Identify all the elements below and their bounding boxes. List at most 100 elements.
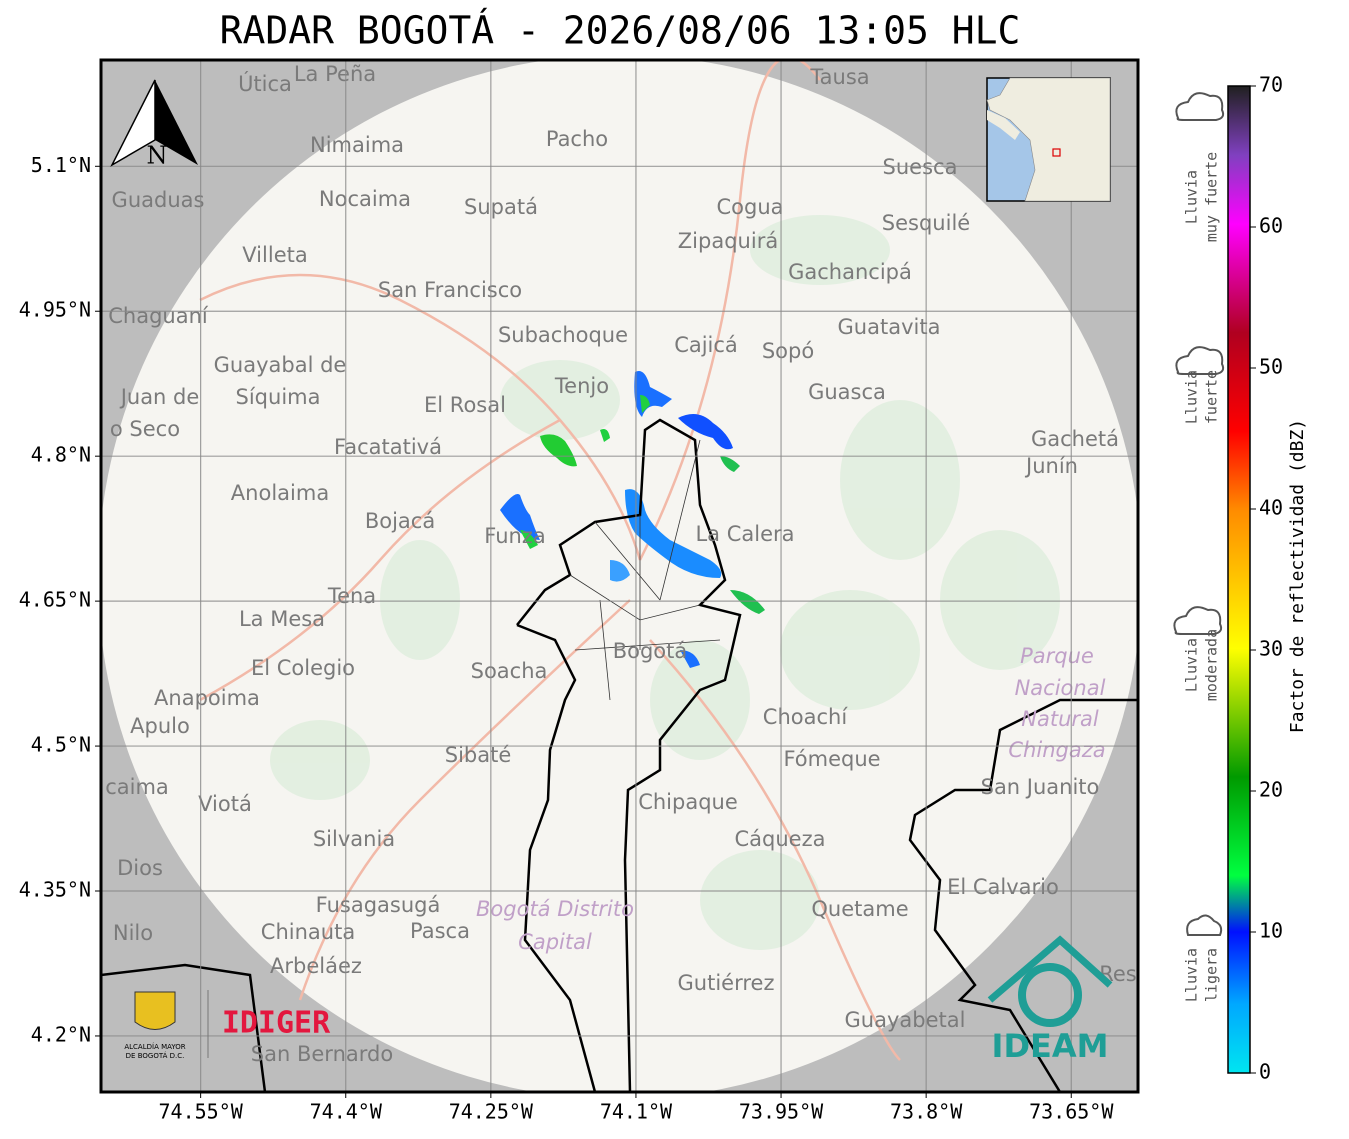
place-label: Silvania [313,827,395,851]
place-label: Choachí [763,705,849,729]
place-label: Facatativá [334,435,442,459]
colorbar-tick-label: 40 [1259,496,1283,520]
x-tick-label: 73.8°W [890,1100,963,1124]
place-label: Subachoque [498,323,628,347]
radar-echoes [500,371,765,668]
place-label: La Peña [294,62,376,86]
place-label: Viotá [198,792,252,816]
idiger-logo: IDIGER [222,1006,331,1041]
place-label: Zipaquirá [678,229,778,253]
place-label: Quetame [811,897,908,921]
place-label: Suesca [883,155,958,179]
ideam-logo: IDEAM [992,1027,1109,1065]
place-label: Villeta [242,243,307,267]
x-tick-label: 73.95°W [739,1100,824,1124]
place-label: La Mesa [239,607,325,631]
place-label: Bogotá [613,639,688,663]
place-label: La Calera [695,522,794,546]
place-label: El Rosal [424,393,506,417]
place-label: Fómeque [783,747,880,771]
place-label: Tena [327,584,376,608]
place-label: Dios [117,856,163,880]
place-label: Bojacá [365,509,435,533]
legend-label: ligera [1203,948,1221,1002]
place-label: Gachetá [1031,427,1119,451]
y-tick-label: 4.8°N [31,443,91,467]
place-label: Guaduas [112,188,205,212]
y-tick-label: 4.35°N [19,878,91,902]
place-label: El Colegio [251,656,355,680]
place-label: Nimaima [310,133,404,157]
place-label: Arbeláez [270,954,362,978]
place-label: El Calvario [947,875,1059,899]
place-label: Tenjo [554,374,609,398]
place-label: Útica [238,71,292,96]
inset-map [986,77,1111,202]
colorbar-tick-label: 20 [1259,778,1283,802]
place-label: Supatá [464,195,538,219]
place-label: Anolaima [231,481,329,505]
place-label: Guayabal de [214,353,347,377]
place-label: Chingaza [1008,738,1105,762]
place-label: Pacho [546,127,608,151]
place-label: Junín [1024,454,1078,478]
y-tick-label: 5.1°N [31,153,91,177]
legend-label: Lluvia [1183,170,1201,224]
colorbar-tick-label: 10 [1259,919,1283,943]
grid [101,60,1138,1092]
place-label: Chipaque [638,790,738,814]
y-tick-label: 4.5°N [31,733,91,757]
map-area: Útica La Peña Tausa Pacho Nimaima Suesca Guadu… [101,60,1138,1092]
place-label: Capital [518,930,592,954]
title: RADAR BOGOTÁ - 2026/08/06 13:05 HLC [220,9,1021,53]
x-tick-label: 73.65°W [1029,1100,1114,1124]
alcaldia-logo-text: ALCALDÍA MAYOR [124,1042,185,1051]
place-label: San Francisco [378,278,522,302]
place-label: Apulo [130,714,190,738]
place-label: Pasca [410,919,470,943]
alcaldia-logo-text: DE BOGOTÁ D.C. [126,1051,185,1060]
place-label: Chaguaní [108,304,209,328]
place-label: San Juanito [981,775,1100,799]
place-label: Nilo [113,921,153,945]
place-label: Juan de [119,385,200,409]
place-label: Tausa [809,65,869,89]
x-tick-label: 74.4°W [310,1100,383,1124]
map-frame [99,58,1140,1094]
place-label: Cogua [716,195,783,219]
place-label: Cáqueza [735,827,826,851]
place-label: Parque [1020,644,1094,668]
x-tick-label: 74.55°W [158,1100,243,1124]
colorbar-tick-label: 0 [1259,1060,1271,1084]
place-label: Sibaté [445,743,512,767]
place-label: Síquima [236,385,321,409]
place-label: Fusagasugá [316,893,441,917]
place-label: caima [105,775,169,799]
place-label: Sopó [762,339,814,363]
place-label: Anapoima [154,686,260,710]
place-label: Gutiérrez [678,971,775,995]
roads [199,60,901,1061]
logos [134,935,1113,1058]
place-label: Guatavita [838,315,941,339]
x-tick-label: 74.1°W [600,1100,673,1124]
legend-label: Lluvia [1183,638,1201,692]
y-tick-label: 4.65°N [19,588,91,612]
place-label: Gachancipá [788,260,912,284]
place-label: Guasca [808,380,886,404]
place-label: Chinauta [261,920,355,944]
y-tick-label: 4.95°N [19,298,91,322]
boundaries [101,418,1138,1092]
legend-label: Lluvia [1183,370,1201,424]
north-label: N [147,142,168,170]
place-label: Nocaima [319,187,411,211]
legend-label: Lluvia [1183,948,1201,1002]
place-label: Guayabetal [845,1008,966,1032]
legend-label: fuerte [1203,370,1221,424]
place-label: Soacha [471,659,548,683]
colorbar-tick-label: 70 [1259,73,1283,97]
place-label: o Seco [110,417,180,441]
place-label: Funza [484,524,545,548]
